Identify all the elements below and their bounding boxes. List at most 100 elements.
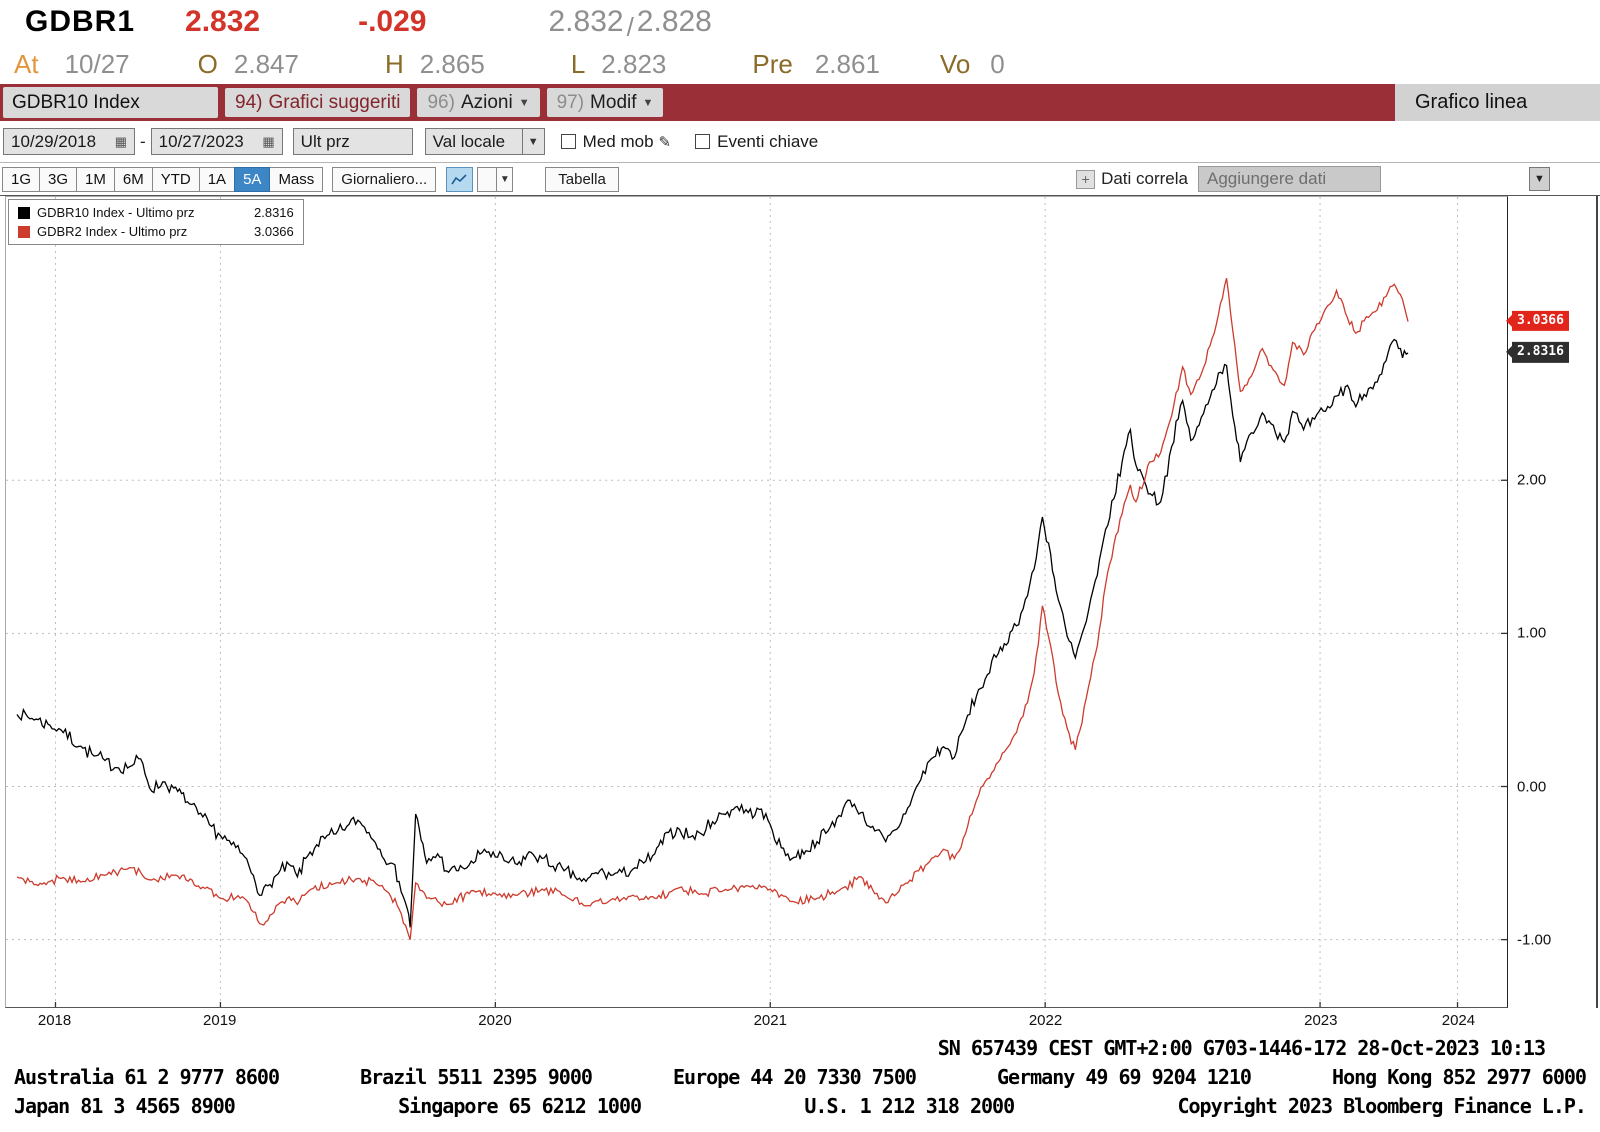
med-mob-checkbox[interactable] — [560, 134, 576, 149]
period-tab-mass[interactable]: Mass — [269, 166, 324, 192]
legend-swatch — [18, 206, 30, 219]
period-tab-6m[interactable]: 6M — [113, 166, 153, 192]
legend-item: GDBR2 Index - Ultimo prz 3.0366 — [18, 224, 294, 239]
tabella-button[interactable]: Tabella — [545, 166, 619, 192]
period-tab-3g[interactable]: 3G — [39, 166, 78, 192]
menu-item-number: 97) — [556, 91, 585, 113]
contact-segment: Copyright 2023 Bloomberg Finance L.P. — [1177, 1094, 1587, 1118]
y-axis-label: 2.00 — [1517, 471, 1547, 489]
volume-value: 0 — [990, 48, 1005, 79]
frequency-dropdown[interactable]: Giornaliero... — [332, 166, 437, 192]
period-tab-1m[interactable]: 1M — [76, 166, 115, 192]
chevron-down-icon: ▼ — [499, 173, 510, 185]
x-axis-label: 2021 — [753, 1012, 787, 1029]
main-menu-bar: GDBR10 Index 94) Grafici suggeriti 96) Azio… — [0, 84, 1600, 121]
chart-type-title: Grafico linea — [1395, 84, 1600, 121]
high-label: H — [384, 48, 404, 79]
contact-line-1: Australia 61 2 9777 8600 Brazil 5511 2395… — [0, 1065, 1600, 1089]
eventi-chiave-checkbox[interactable] — [695, 134, 711, 149]
ask-price: 2.828 — [636, 5, 712, 38]
line-chart-icon — [451, 173, 467, 184]
y-axis-label: -1.00 — [1517, 931, 1552, 949]
chart-plot-area[interactable]: GDBR10 Index - Ultimo prz 2.8316 GDBR2 Ind… — [5, 196, 1508, 1008]
panel-dropdown-button[interactable]: ▼ — [1529, 167, 1550, 191]
chart-style-button[interactable] — [477, 166, 498, 192]
chevron-down-icon: ▼ — [521, 129, 544, 154]
bid-price: 2.832 — [548, 5, 624, 38]
quote-header-row1: GDBR1 2.832 -.029 2.832/2.828 — [0, 0, 1600, 44]
pencil-icon[interactable]: ✎ — [658, 133, 672, 151]
menu-item-number: 96) — [427, 91, 455, 113]
quote-header-row2: At 10/27 O 2.847 H 2.865 L 2.823 Pre 2.8… — [0, 44, 1600, 84]
last-price: 2.832 — [185, 5, 261, 38]
tabella-label: Tabella — [558, 170, 606, 188]
chart-area: GDBR10 Index - Ultimo prz 2.8316 GDBR2 Ind… — [0, 196, 1600, 1030]
menu-item-azioni[interactable]: 96) Azioni ▼ — [417, 88, 540, 117]
menu-item-label: Modif — [590, 91, 637, 113]
frequency-value: Giornaliero... — [341, 170, 428, 188]
chart-legend: GDBR10 Index - Ultimo prz 2.8316 GDBR2 Ind… — [8, 199, 304, 245]
add-data-input[interactable]: Aggiungere dati — [1198, 166, 1381, 192]
line-chart-type-button[interactable] — [446, 166, 474, 192]
bid-ask: 2.832/2.828 — [548, 5, 712, 42]
contact-line-2: Japan 81 3 4565 8900 Singapore 65 6212 10… — [0, 1094, 1600, 1118]
ticker-symbol: GDBR1 — [25, 5, 136, 38]
x-axis-label: 2019 — [203, 1012, 237, 1029]
price-field-input[interactable]: Ult prz — [292, 128, 413, 155]
menu-item-number: 94) — [235, 91, 263, 113]
start-date-input[interactable]: 10/29/2018 ▦ — [3, 128, 135, 155]
footer: SN 657439 CEST GMT+2:00 G703-1446-172 28… — [0, 1030, 1600, 1118]
related-data-button[interactable]: Dati correla — [1101, 169, 1188, 188]
period-tab-5a[interactable]: 5A — [234, 166, 271, 192]
price-change: -.029 — [358, 5, 427, 38]
high-value: 2.865 — [419, 48, 485, 79]
menu-item-grafici-suggeriti[interactable]: 94) Grafici suggeriti — [225, 88, 411, 117]
legend-label: GDBR10 Index - Ultimo prz — [37, 205, 195, 220]
legend-item: GDBR10 Index - Ultimo prz 2.8316 — [18, 205, 294, 220]
last-price-badge: 3.0366 — [1506, 310, 1569, 331]
badge-value: 3.0366 — [1517, 312, 1564, 328]
y-axis-label: 1.00 — [1517, 624, 1547, 642]
prev-label: Pre — [752, 48, 793, 79]
calendar-icon: ▦ — [114, 133, 127, 149]
date-range-separator: - — [140, 131, 146, 151]
x-axis-label: 2018 — [37, 1012, 72, 1029]
at-label: At — [14, 48, 39, 79]
currency-dropdown[interactable]: Val locale ▼ — [424, 128, 545, 155]
period-bar: 1G 3G 1M 6M YTD 1A 5A Mass Giornaliero... ▼ Tab… — [0, 163, 1600, 196]
menu-item-label: Azioni — [460, 91, 513, 113]
contact-segment: Brazil 5511 2395 9000 — [360, 1065, 593, 1089]
calendar-icon: ▦ — [262, 133, 275, 149]
contact-segment: U.S. 1 212 318 2000 — [804, 1094, 1015, 1118]
open-label: O — [197, 48, 218, 79]
price-field-value: Ult prz — [300, 131, 350, 151]
period-tab-1a[interactable]: 1A — [198, 166, 236, 192]
price-chart — [6, 197, 1507, 1007]
period-tab-1g[interactable]: 1G — [2, 166, 41, 192]
contact-segment: Japan 81 3 4565 8900 — [14, 1094, 236, 1118]
low-value: 2.823 — [601, 48, 667, 79]
plus-icon: + — [1076, 169, 1096, 189]
session-info: SN 657439 CEST GMT+2:00 G703-1446-172 28… — [937, 1036, 1546, 1060]
prev-value: 2.861 — [814, 48, 880, 79]
period-tab-ytd[interactable]: YTD — [151, 166, 200, 192]
badge-arrow-icon — [1506, 314, 1512, 327]
contact-segment: Germany 49 69 9204 1210 — [997, 1065, 1252, 1089]
x-axis: 2018 2019 2020 2021 2022 2023 2024 — [5, 1008, 1508, 1030]
low-label: L — [570, 48, 586, 79]
menu-item-modif[interactable]: 97) Modif ▼ — [546, 88, 664, 117]
legend-value: 2.8316 — [254, 205, 294, 220]
legend-swatch — [18, 225, 30, 238]
menu-item-label: Grafici suggeriti — [268, 91, 401, 113]
badge-value: 2.8316 — [1517, 344, 1564, 360]
y-axis: 2.00 1.00 0.00 -1.00 3.0366 2.8316 — [1506, 196, 1598, 1008]
end-date-input[interactable]: 10/27/2023 ▦ — [150, 128, 283, 155]
chart-toolbar: 10/29/2018 ▦ - 10/27/2023 ▦ Ult prz Val … — [0, 121, 1600, 163]
chart-style-dropdown[interactable]: ▼ — [496, 166, 514, 192]
security-input[interactable]: GDBR10 Index — [3, 87, 218, 118]
legend-label: GDBR2 Index - Ultimo prz — [37, 224, 188, 239]
eventi-chiave-label: Eventi chiave — [717, 131, 819, 151]
contact-segment: Hong Kong 852 2977 6000 — [1332, 1065, 1587, 1089]
start-date-value: 10/29/2018 — [11, 131, 97, 151]
